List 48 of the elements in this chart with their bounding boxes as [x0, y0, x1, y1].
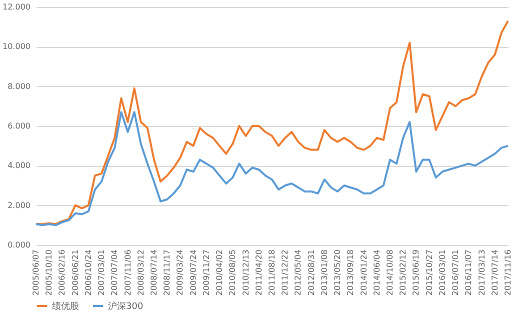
x-tick-label: 2011/04/20 [254, 250, 264, 296]
x-tick-label: 2010/12/13 [241, 250, 250, 296]
x-tick-label: 2017/07/14 [490, 250, 500, 296]
x-tick-label: 2011/12/22 [280, 250, 290, 296]
x-tick-label: 2012/08/31 [306, 250, 316, 296]
x-tick-label: 2005/06/07 [32, 250, 40, 296]
x-tick-label: 2014/06/04 [372, 250, 382, 296]
x-tick-label: 2006/06/21 [70, 250, 80, 296]
x-tick-label: 2014/01/24 [359, 250, 368, 296]
x-tick-label: 2008/11/17 [162, 250, 172, 296]
y-tick-label: 10.000 [2, 42, 30, 52]
legend-label: 绩优股 [52, 301, 79, 312]
x-tick-label: 2014/10/08 [386, 250, 394, 296]
x-tick-label: 2015/10/27 [424, 250, 434, 296]
x-tick-label: 2016/03/01 [438, 250, 447, 296]
x-tick-label: 2009/03/24 [176, 250, 185, 296]
y-tick-label: 0.000 [8, 240, 30, 250]
x-tick-label: 2009/07/24 [188, 250, 198, 296]
y-tick-label: 12.000 [2, 2, 30, 12]
x-tick-label: 2007/11/06 [123, 250, 132, 296]
x-tick-label: 2012/05/04 [294, 250, 303, 296]
x-tick-label: 2006/10/24 [84, 250, 93, 296]
x-tick-label: 2015/02/12 [398, 250, 408, 296]
line-series [35, 111, 509, 226]
y-tick-label: 2.000 [8, 200, 30, 210]
x-tick-label: 2010/04/02 [215, 250, 224, 296]
x-tick-label: 2011/08/18 [268, 250, 276, 296]
x-tick-label: 2013/01/08 [320, 250, 329, 296]
line-series [35, 20, 509, 226]
y-tick-label: 8.000 [8, 82, 30, 91]
x-tick-label: 2016/07/01 [451, 250, 460, 296]
x-tick-label: 2006/02/16 [58, 250, 67, 296]
x-tick-label: 2017/03/13 [477, 250, 486, 296]
legend-label: 沪深300 [108, 301, 144, 312]
x-tick-label: 2008/07/14 [150, 250, 158, 296]
x-tick-label: 2013/09/18 [346, 250, 356, 296]
x-tick-label: 2016/11/07 [464, 250, 474, 296]
x-tick-label: 2008/03/12 [136, 250, 146, 296]
x-tick-label: 2005/10/10 [44, 250, 54, 296]
x-tick-label: 2007/07/04 [110, 250, 120, 296]
x-tick-label: 2007/03/01 [97, 250, 106, 296]
x-tick-label: 2013/05/20 [333, 250, 342, 296]
x-tick-label: 2015/06/19 [412, 250, 421, 296]
y-tick-label: 6.000 [8, 122, 30, 130]
x-tick-label: 2009/11/27 [202, 250, 211, 296]
x-tick-label: 2010/08/05 [228, 250, 238, 296]
x-tick-label: 2017/11/16 [504, 250, 512, 296]
y-tick-label: 4.000 [8, 161, 30, 170]
